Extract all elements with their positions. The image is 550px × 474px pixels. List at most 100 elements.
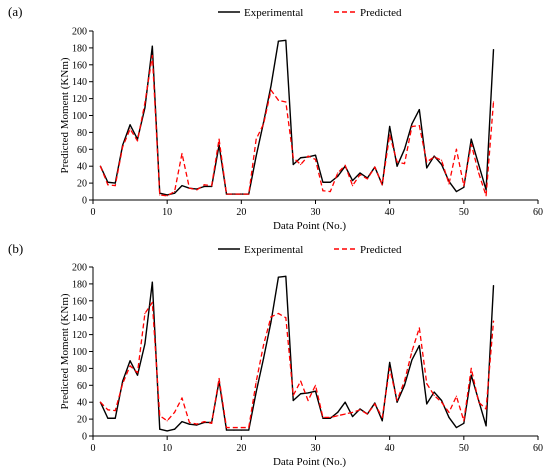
data-point-predicted <box>359 409 361 411</box>
data-point-predicted <box>381 416 383 419</box>
data-point-predicted <box>366 178 369 180</box>
data-point-experimental <box>329 181 331 183</box>
y-tick-label: 80 <box>77 364 87 375</box>
data-point-experimental <box>262 357 265 359</box>
data-point-predicted <box>359 174 361 176</box>
legend-label-experimental: Experimental <box>244 7 303 19</box>
data-point-predicted <box>329 416 331 419</box>
y-axis-title: Predicted Moment (KNm) <box>59 57 71 173</box>
data-point-predicted <box>448 411 450 413</box>
data-point-predicted <box>233 193 235 195</box>
data-point-predicted <box>300 380 302 382</box>
data-point-experimental <box>403 384 406 386</box>
x-axis-title: Data Point (No.) <box>273 456 346 468</box>
data-point-predicted <box>351 185 354 187</box>
data-point-predicted <box>99 401 102 403</box>
data-point-predicted <box>262 344 265 346</box>
data-point-experimental <box>181 421 183 423</box>
data-point-experimental <box>337 411 339 413</box>
data-point-predicted <box>159 194 161 196</box>
data-point-experimental <box>426 403 428 405</box>
data-point-predicted <box>129 365 131 367</box>
data-point-predicted <box>440 159 443 161</box>
data-point-experimental <box>300 157 302 159</box>
data-point-predicted <box>188 187 191 189</box>
panel-label: (b) <box>8 241 23 256</box>
data-point-predicted <box>463 185 465 187</box>
x-tick-label: 20 <box>236 443 246 454</box>
data-point-experimental <box>463 422 465 424</box>
data-point-predicted <box>233 426 235 429</box>
data-point-experimental <box>292 163 294 166</box>
data-point-experimental <box>448 416 450 419</box>
data-point-predicted <box>136 372 139 374</box>
data-point-predicted <box>403 380 406 382</box>
data-point-experimental <box>485 189 487 191</box>
data-point-predicted <box>188 421 191 424</box>
data-point-experimental <box>129 124 131 126</box>
data-point-experimental <box>270 321 272 323</box>
data-point-experimental <box>314 154 317 156</box>
data-point-experimental <box>463 186 465 188</box>
data-point-predicted <box>144 312 146 315</box>
y-tick-label: 60 <box>77 381 87 392</box>
data-point-experimental <box>114 182 116 184</box>
data-point-experimental <box>359 172 361 174</box>
y-tick-label: 80 <box>77 128 87 139</box>
data-point-experimental <box>173 428 176 430</box>
data-point-experimental <box>440 163 443 166</box>
x-axis-title: Data Point (No.) <box>273 220 346 232</box>
data-point-experimental <box>248 429 250 431</box>
data-point-predicted <box>470 143 472 145</box>
data-point-experimental <box>166 194 168 196</box>
x-tick-label: 40 <box>385 207 395 218</box>
data-point-predicted <box>122 383 124 385</box>
series-line-experimental <box>99 39 495 196</box>
data-point-predicted <box>181 152 183 155</box>
data-point-predicted <box>344 164 346 166</box>
data-point-experimental <box>314 390 317 392</box>
data-point-predicted <box>440 401 443 403</box>
data-point-experimental <box>262 121 265 123</box>
data-point-experimental <box>433 391 435 393</box>
data-point-experimental <box>351 415 354 418</box>
data-point-experimental <box>433 155 435 157</box>
y-tick-label: 0 <box>82 432 87 443</box>
data-point-predicted <box>411 350 413 353</box>
data-point-predicted <box>129 128 131 130</box>
data-point-predicted <box>337 172 339 174</box>
x-tick-label: 10 <box>162 207 172 218</box>
data-point-experimental <box>389 361 391 364</box>
y-axis-title: Predicted Moment (KNm) <box>59 293 71 409</box>
data-point-predicted <box>292 157 294 159</box>
data-point-predicted <box>151 54 153 57</box>
data-point-predicted <box>211 422 213 424</box>
data-point-predicted <box>218 138 220 140</box>
data-point-predicted <box>107 409 109 411</box>
data-point-experimental <box>470 374 472 376</box>
data-point-predicted <box>396 161 398 163</box>
data-point-experimental <box>492 48 495 51</box>
data-point-predicted <box>307 399 309 402</box>
data-point-predicted <box>122 146 124 148</box>
chart-panel-1: (a) 0 20 40 60 80 100 120 140 160 180 200 0 10 20 30 40 5… <box>8 4 543 232</box>
y-tick-label: 120 <box>72 330 87 341</box>
data-point-experimental <box>426 167 428 169</box>
data-point-predicted <box>285 317 287 319</box>
data-point-experimental <box>455 190 458 193</box>
data-point-predicted <box>329 190 331 193</box>
y-tick-label: 20 <box>77 415 87 426</box>
y-tick-label: 140 <box>72 313 87 324</box>
y-tick-label: 100 <box>72 347 87 358</box>
data-point-predicted <box>478 401 480 403</box>
y-tick-label: 100 <box>72 111 87 122</box>
series-line-experimental <box>99 275 495 432</box>
data-point-predicted <box>166 420 168 422</box>
y-tick-label: 0 <box>82 196 87 207</box>
data-point-experimental <box>455 426 458 429</box>
data-point-experimental <box>277 276 280 278</box>
data-point-predicted <box>277 99 280 101</box>
data-point-predicted <box>492 101 495 103</box>
data-point-predicted <box>114 410 116 412</box>
